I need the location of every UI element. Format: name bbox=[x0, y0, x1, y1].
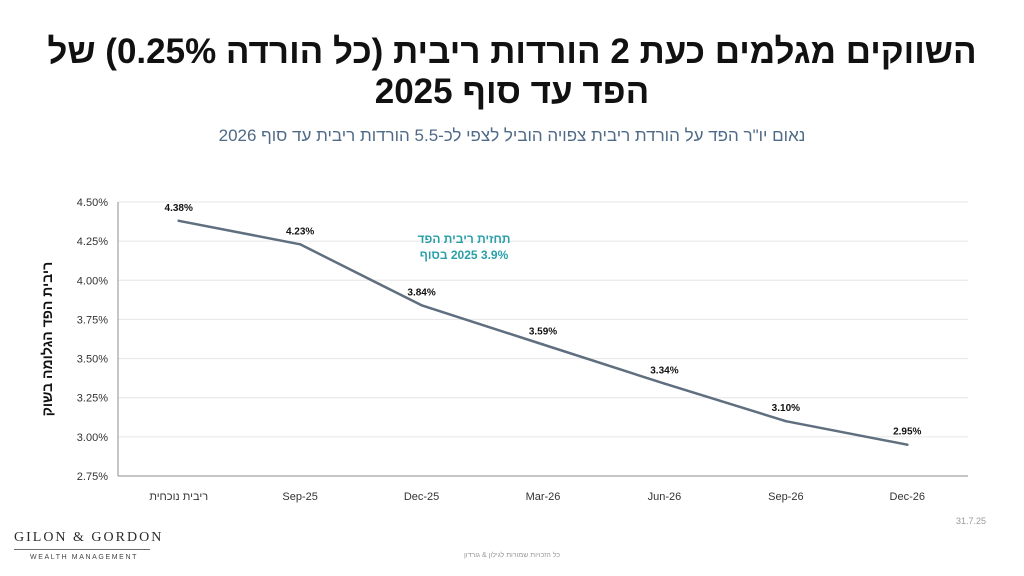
annotation-line-1: תחזית ריבית הפד bbox=[418, 232, 511, 246]
data-point bbox=[298, 243, 302, 246]
y-tick-label: 3.25% bbox=[77, 393, 108, 405]
data-label: 2.95% bbox=[893, 427, 921, 438]
page-subtitle: נאום יו"ר הפד על הורדת ריבית צפויה הוביל… bbox=[218, 126, 806, 145]
x-tick-label: Sep-25 bbox=[282, 491, 317, 503]
x-tick-label: Dec-26 bbox=[890, 491, 925, 503]
data-label: 3.10% bbox=[772, 403, 800, 414]
x-tick-label: ריבית נוכחית bbox=[149, 491, 208, 503]
y-tick-label: 4.00% bbox=[77, 275, 108, 287]
logo-tagline: WEALTH MANAGEMENT bbox=[30, 554, 138, 561]
data-point bbox=[541, 343, 545, 346]
x-tick-label: Dec-25 bbox=[404, 491, 439, 503]
data-label: 3.34% bbox=[650, 366, 678, 377]
title-line-2: הפד עד סוף 2025 bbox=[374, 72, 650, 111]
data-label: 3.59% bbox=[529, 326, 557, 337]
x-tick-label: Mar-26 bbox=[526, 491, 561, 503]
y-tick-label: 2.75% bbox=[77, 471, 108, 483]
data-point bbox=[906, 443, 909, 446]
data-label: 3.84% bbox=[407, 287, 435, 298]
data-point bbox=[420, 304, 423, 307]
y-tick-label: 3.00% bbox=[77, 432, 108, 444]
annotation-line-2: 3.9% 2025 בסוף bbox=[420, 248, 509, 262]
footer-copyright: כל הזכויות שמורות לגילון & גורדון bbox=[463, 552, 561, 559]
data-point bbox=[784, 420, 788, 423]
page-title: השווקים מגלמים כעת 2 הורדות ריבית (כל הו… bbox=[30, 32, 994, 112]
title-line-1: השווקים מגלמים כעת 2 הורדות ריבית (כל הו… bbox=[47, 32, 977, 71]
y-tick-label: 3.75% bbox=[77, 314, 108, 326]
y-tick-label: 4.25% bbox=[77, 236, 108, 248]
footer-date: 31.7.25 bbox=[955, 516, 986, 526]
data-label: 4.23% bbox=[286, 226, 314, 237]
y-tick-label: 4.50% bbox=[77, 197, 108, 209]
y-tick-label: 3.50% bbox=[77, 354, 108, 366]
x-tick-label: Sep-26 bbox=[768, 491, 803, 503]
x-tick-label: Jun-26 bbox=[648, 491, 682, 503]
y-axis-title: ריבית הפד הגלומה בשוק bbox=[39, 262, 55, 416]
logo-divider bbox=[14, 549, 150, 550]
data-label: 4.38% bbox=[165, 203, 193, 214]
data-point bbox=[663, 382, 666, 385]
company-logo: GILON & GORDON bbox=[14, 530, 164, 545]
data-point bbox=[177, 219, 180, 222]
